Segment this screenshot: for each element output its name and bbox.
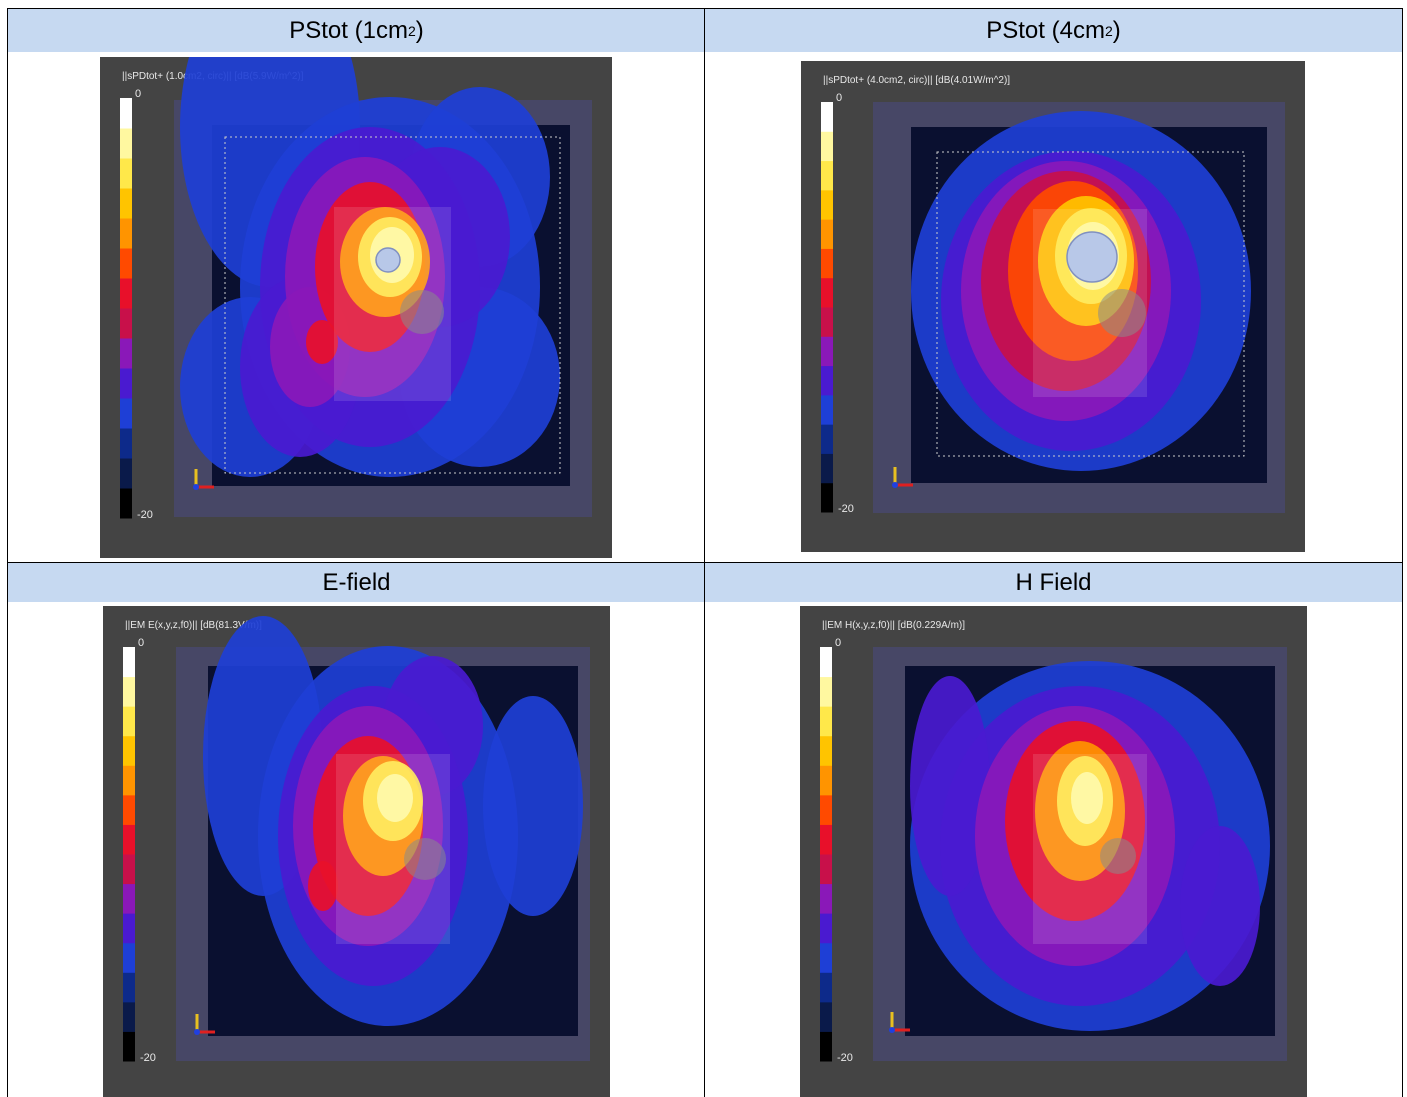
header-pstot-1cm-tail: ) [415, 16, 424, 44]
colorbar-max-label: 0 [835, 637, 842, 649]
colorbar-min-label: -20 [837, 1052, 853, 1064]
colorbar-max-label: 0 [836, 92, 843, 104]
heatmap-2 [821, 102, 1285, 513]
header-pstot-4cm: PStot (4cm 2) [704, 8, 1403, 53]
header-h-field: H Field [704, 562, 1403, 603]
plot-h-field: ||EM H(x,y,z,f0)|| [dB(0.229A/m)] 0 -20 [800, 606, 1307, 1097]
colorbar-max-label: 0 [138, 637, 145, 649]
header-e-field-text: E-field [322, 568, 391, 596]
header-pstot-4cm-tail: ) [1112, 16, 1121, 44]
plot-pstot-4cm: ||sPDtot+ (4.0cm2, circ)|| [dB(4.01W/m^2… [801, 61, 1305, 552]
colorbar-min-label: -20 [838, 503, 854, 515]
plot-e-field: ||EM E(x,y,z,f0)|| [dB(81.3V/m)] 0 -20 [103, 606, 610, 1097]
heatmap-4 [820, 647, 1287, 1062]
colorbar-min-label: -20 [137, 509, 153, 521]
heatmap-3 [123, 616, 590, 1062]
plot-title: ||EM E(x,y,z,f0)|| [dB(81.3V/m)] [125, 620, 262, 631]
colorbar-min-label: -20 [140, 1052, 156, 1064]
colorbar-max-label: 0 [135, 88, 142, 100]
header-e-field: E-field [7, 562, 706, 603]
heatmap-1 [120, 57, 592, 519]
header-h-field-text: H Field [1015, 568, 1092, 596]
plot-title: ||EM H(x,y,z,f0)|| [dB(0.229A/m)] [822, 620, 966, 631]
header-pstot-1cm-text: PStot (1cm [289, 16, 408, 44]
plot-pstot-1cm: ||sPDtot+ (1.0cm2, circ)|| [dB(5.9W/m^2)… [100, 57, 612, 558]
header-pstot-1cm: PStot (1cm 2) [7, 8, 706, 53]
plot-title: ||sPDtot+ (4.0cm2, circ)|| [dB(4.01W/m^2… [823, 75, 1011, 86]
header-pstot-4cm-text: PStot (4cm [986, 16, 1105, 44]
